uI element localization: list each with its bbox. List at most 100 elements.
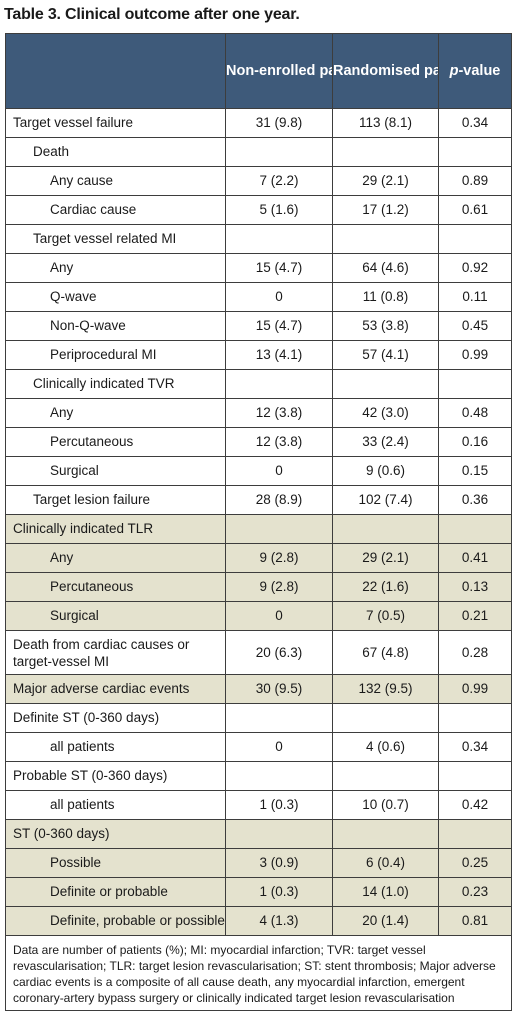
cell-p-value: 0.13 — [438, 572, 512, 602]
table-row: Definite ST (0-360 days) — [5, 703, 512, 733]
cell-randomised: 132 (9.5) — [332, 674, 439, 704]
table-row: Death from cardiac causes or target-vess… — [5, 630, 512, 675]
p-suffix: -value — [458, 62, 501, 79]
cell-randomised: 29 (2.1) — [332, 543, 439, 573]
table-row: Definite or probable 1 (0.3) 14 (1.0) 0.… — [5, 877, 512, 907]
cell-non-enrolled: 15 (4.7) — [225, 311, 333, 341]
cell-non-enrolled — [225, 137, 333, 167]
table-row: Percutaneous 9 (2.8) 22 (1.6) 0.13 — [5, 572, 512, 602]
cell-p-value: 0.45 — [438, 311, 512, 341]
cell-randomised: 67 (4.8) — [332, 630, 439, 675]
cell-non-enrolled: 0 — [225, 601, 333, 631]
row-label: ST (0-360 days) — [5, 819, 226, 849]
cell-randomised — [332, 819, 439, 849]
cell-p-value — [438, 369, 512, 399]
cell-non-enrolled: 12 (3.8) — [225, 427, 333, 457]
cell-p-value: 0.34 — [438, 108, 512, 138]
cell-p-value — [438, 514, 512, 544]
row-label: all patients — [5, 732, 226, 762]
row-label: Non-Q-wave — [5, 311, 226, 341]
header-p-value: p-value — [438, 33, 512, 109]
row-label: Percutaneous — [5, 427, 226, 457]
table-row: Surgical 0 9 (0.6) 0.15 — [5, 456, 512, 486]
cell-randomised: 14 (1.0) — [332, 877, 439, 907]
cell-randomised: 10 (0.7) — [332, 790, 439, 820]
table-row: Any 9 (2.8) 29 (2.1) 0.41 — [5, 543, 512, 573]
table-row: Major adverse cardiac events 30 (9.5) 13… — [5, 674, 512, 704]
cell-p-value: 0.48 — [438, 398, 512, 428]
cell-randomised: 17 (1.2) — [332, 195, 439, 225]
row-label: Clinically indicated TLR — [5, 514, 226, 544]
row-label: Death — [5, 137, 226, 167]
cell-non-enrolled: 9 (2.8) — [225, 572, 333, 602]
row-label: Any cause — [5, 166, 226, 196]
table-row: all patients 1 (0.3) 10 (0.7) 0.42 — [5, 790, 512, 820]
p-italic: p — [449, 62, 459, 79]
table-row: Percutaneous 12 (3.8) 33 (2.4) 0.16 — [5, 427, 512, 457]
cell-randomised — [332, 514, 439, 544]
cell-non-enrolled: 0 — [225, 456, 333, 486]
table-row: Cardiac cause 5 (1.6) 17 (1.2) 0.61 — [5, 195, 512, 225]
cell-non-enrolled: 1 (0.3) — [225, 790, 333, 820]
row-label: all patients — [5, 790, 226, 820]
cell-p-value: 0.81 — [438, 906, 512, 936]
cell-randomised: 29 (2.1) — [332, 166, 439, 196]
row-label: Surgical — [5, 456, 226, 486]
table-row: Definite, probable or possible 4 (1.3) 2… — [5, 906, 512, 936]
cell-non-enrolled: 20 (6.3) — [225, 630, 333, 675]
table-row: Possible 3 (0.9) 6 (0.4) 0.25 — [5, 848, 512, 878]
cell-non-enrolled — [225, 224, 333, 254]
row-label: Periprocedural MI — [5, 340, 226, 370]
clinical-outcome-table: Non-enrolled patients (N=316) Randomised… — [5, 33, 512, 1011]
cell-randomised: 53 (3.8) — [332, 311, 439, 341]
table-row: Periprocedural MI 13 (4.1) 57 (4.1) 0.99 — [5, 340, 512, 370]
cell-p-value — [438, 819, 512, 849]
table-row: Target vessel failure 31 (9.8) 113 (8.1)… — [5, 108, 512, 138]
row-label: Definite ST (0-360 days) — [5, 703, 226, 733]
cell-randomised: 9 (0.6) — [332, 456, 439, 486]
cell-p-value: 0.99 — [438, 674, 512, 704]
cell-p-value — [438, 761, 512, 791]
cell-p-value: 0.15 — [438, 456, 512, 486]
cell-non-enrolled: 0 — [225, 732, 333, 762]
row-label: Definite, probable or possible — [5, 906, 226, 936]
cell-randomised: 6 (0.4) — [332, 848, 439, 878]
cell-non-enrolled: 1 (0.3) — [225, 877, 333, 907]
cell-randomised — [332, 703, 439, 733]
cell-p-value: 0.11 — [438, 282, 512, 312]
cell-randomised: 57 (4.1) — [332, 340, 439, 370]
cell-randomised: 64 (4.6) — [332, 253, 439, 283]
row-label: Possible — [5, 848, 226, 878]
row-label: Target lesion failure — [5, 485, 226, 515]
table-row: Surgical 0 7 (0.5) 0.21 — [5, 601, 512, 631]
row-label: Major adverse cardiac events — [5, 674, 226, 704]
cell-randomised: 4 (0.6) — [332, 732, 439, 762]
cell-p-value: 0.16 — [438, 427, 512, 457]
cell-p-value: 0.89 — [438, 166, 512, 196]
table-row: Target vessel related MI — [5, 224, 512, 254]
cell-randomised: 42 (3.0) — [332, 398, 439, 428]
cell-p-value: 0.42 — [438, 790, 512, 820]
footnote: Data are number of patients (%); MI: myo… — [5, 935, 512, 1011]
cell-non-enrolled: 12 (3.8) — [225, 398, 333, 428]
table-row: Probable ST (0-360 days) — [5, 761, 512, 791]
table-row: all patients 0 4 (0.6) 0.34 — [5, 732, 512, 762]
row-label: Any — [5, 398, 226, 428]
cell-p-value: 0.21 — [438, 601, 512, 631]
footnote-row: Data are number of patients (%); MI: myo… — [5, 935, 512, 1011]
cell-non-enrolled — [225, 369, 333, 399]
cell-p-value: 0.99 — [438, 340, 512, 370]
row-label: Q-wave — [5, 282, 226, 312]
cell-non-enrolled — [225, 761, 333, 791]
row-label: Cardiac cause — [5, 195, 226, 225]
cell-non-enrolled: 3 (0.9) — [225, 848, 333, 878]
cell-non-enrolled: 15 (4.7) — [225, 253, 333, 283]
cell-non-enrolled: 7 (2.2) — [225, 166, 333, 196]
table-caption: Table 3. Clinical outcome after one year… — [4, 6, 300, 23]
row-label: Probable ST (0-360 days) — [5, 761, 226, 791]
cell-non-enrolled: 28 (8.9) — [225, 485, 333, 515]
table-row: Clinically indicated TVR — [5, 369, 512, 399]
cell-non-enrolled — [225, 703, 333, 733]
row-label: Target vessel related MI — [5, 224, 226, 254]
cell-randomised: 7 (0.5) — [332, 601, 439, 631]
